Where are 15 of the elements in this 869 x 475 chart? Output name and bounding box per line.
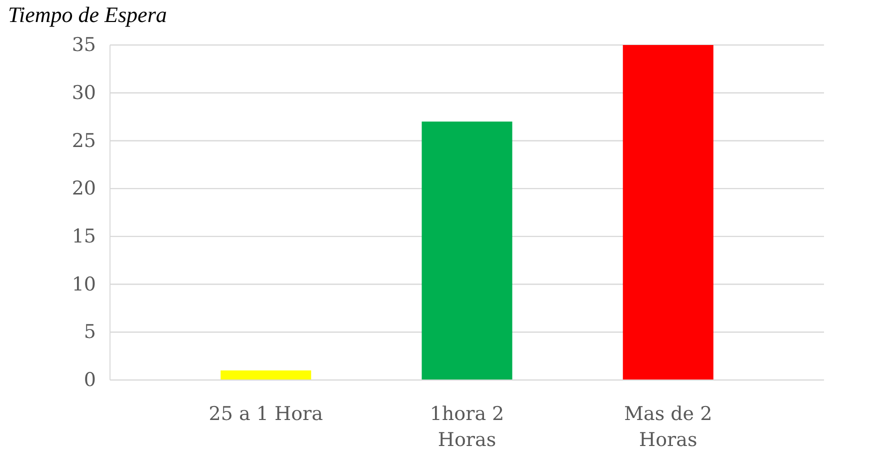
y-tick-label: 10 bbox=[72, 273, 96, 296]
y-tick-label: 20 bbox=[72, 178, 96, 200]
bar bbox=[220, 370, 312, 380]
bar bbox=[622, 45, 714, 380]
y-tick-label: 0 bbox=[84, 369, 96, 392]
y-tick-label: 35 bbox=[72, 34, 96, 56]
y-tick-label: 15 bbox=[72, 226, 96, 248]
y-tick-label: 5 bbox=[84, 321, 96, 344]
y-tick-label: 30 bbox=[72, 82, 96, 104]
chart-title: Tiempo de Espera bbox=[8, 2, 167, 27]
x-tick-label: 25 a 1 Hora bbox=[208, 403, 323, 425]
x-tick-label: Mas de 2 Horas bbox=[624, 403, 712, 451]
x-tick-label: 1hora 2 Horas bbox=[430, 403, 504, 451]
y-tick-label: 25 bbox=[72, 130, 96, 152]
bar bbox=[422, 122, 512, 380]
